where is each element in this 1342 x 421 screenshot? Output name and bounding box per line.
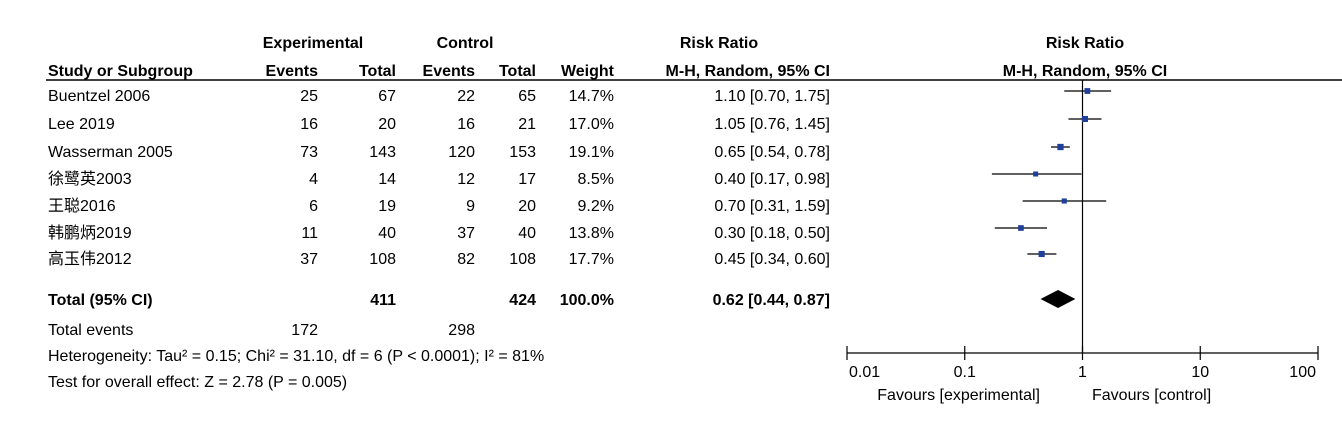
x-tick-label: 0.1 bbox=[954, 364, 976, 381]
total-events-label: Total events bbox=[48, 322, 133, 339]
header-method-plot: M-H, Random, 95% CI bbox=[1003, 63, 1167, 80]
study-name: Lee 2019 bbox=[48, 116, 115, 133]
exp-total: 19 bbox=[378, 198, 396, 215]
header-method-table: M-H, Random, 95% CI bbox=[666, 63, 830, 80]
exp-events: 73 bbox=[300, 144, 318, 161]
exp-total: 67 bbox=[378, 88, 396, 105]
total-ci-text: 0.62 [0.44, 0.87] bbox=[713, 292, 830, 309]
study-weight: 17.7% bbox=[569, 251, 614, 268]
ctl-total: 21 bbox=[518, 116, 536, 133]
favours-control-label: Favours [control] bbox=[1092, 387, 1211, 404]
ctl-total: 65 bbox=[518, 88, 536, 105]
total-weight: 100.0% bbox=[560, 292, 614, 309]
ctl-total: 108 bbox=[509, 251, 536, 268]
ctl-events: 16 bbox=[457, 116, 475, 133]
ctl-total: 20 bbox=[518, 198, 536, 215]
header-study: Study or Subgroup bbox=[48, 63, 193, 80]
study-point-estimate bbox=[1033, 171, 1039, 177]
total-ctl: 424 bbox=[509, 292, 536, 309]
total-events-exp: 172 bbox=[291, 322, 318, 339]
header-total-exp: Total bbox=[359, 63, 396, 80]
pooled-diamond bbox=[1040, 290, 1076, 308]
study-name: Wasserman 2005 bbox=[48, 144, 173, 161]
total-label: Total (95% CI) bbox=[48, 292, 153, 309]
study-ci-text: 0.45 [0.34, 0.60] bbox=[714, 251, 830, 268]
exp-events: 16 bbox=[300, 116, 318, 133]
exp-events: 25 bbox=[300, 88, 318, 105]
x-tick-label: 10 bbox=[1191, 364, 1209, 381]
study-ci-text: 1.05 [0.76, 1.45] bbox=[714, 116, 830, 133]
exp-total: 14 bbox=[378, 171, 396, 188]
total-events-ctl: 298 bbox=[448, 322, 475, 339]
ctl-total: 40 bbox=[518, 225, 536, 242]
study-weight: 9.2% bbox=[578, 198, 614, 215]
study-point-estimate bbox=[1061, 198, 1067, 204]
header-weight: Weight bbox=[561, 63, 615, 80]
study-weight: 13.8% bbox=[569, 225, 614, 242]
favours-experimental-label: Favours [experimental] bbox=[877, 387, 1040, 404]
x-tick-label: 0.01 bbox=[849, 364, 880, 381]
study-weight: 14.7% bbox=[569, 88, 614, 105]
study-ci-text: 0.70 [0.31, 1.59] bbox=[714, 198, 830, 215]
study-name: Buentzel 2006 bbox=[48, 88, 150, 105]
total-exp: 411 bbox=[370, 292, 396, 309]
header-risk-ratio-table: Risk Ratio bbox=[680, 35, 758, 52]
heterogeneity-text: Heterogeneity: Tau² = 0.15; Chi² = 31.10… bbox=[48, 348, 544, 365]
study-ci-text: 0.65 [0.54, 0.78] bbox=[714, 144, 830, 161]
x-tick-label: 100 bbox=[1289, 364, 1316, 381]
forest-plot-area: 0.01 0.1 1 10 100 bbox=[846, 80, 1319, 381]
exp-events: 6 bbox=[309, 198, 318, 215]
overall-effect-text: Test for overall effect: Z = 2.78 (P = 0… bbox=[48, 374, 347, 391]
ctl-events: 37 bbox=[457, 225, 475, 242]
header-control: Control bbox=[437, 35, 494, 52]
header-experimental: Experimental bbox=[263, 35, 363, 52]
exp-total: 40 bbox=[378, 225, 396, 242]
study-ci-text: 0.30 [0.18, 0.50] bbox=[714, 225, 830, 242]
study-name: 徐鹭英2003 bbox=[48, 170, 132, 188]
study-ci-text: 1.10 [0.70, 1.75] bbox=[714, 88, 830, 105]
header-events-ctl: Events bbox=[423, 63, 476, 80]
study-point-estimate bbox=[1057, 143, 1064, 151]
header-risk-ratio-plot: Risk Ratio bbox=[1046, 35, 1124, 52]
study-weight: 17.0% bbox=[569, 116, 614, 133]
study-rows: Buentzel 2006 25 67 22 65 14.7% 1.10 [0.… bbox=[48, 88, 830, 268]
exp-events: 4 bbox=[309, 171, 318, 188]
study-name: 王聪2016 bbox=[48, 197, 116, 215]
study-point-estimate bbox=[1081, 115, 1089, 123]
exp-events: 37 bbox=[300, 251, 318, 268]
exp-total: 108 bbox=[369, 251, 396, 268]
exp-total: 143 bbox=[369, 144, 396, 161]
study-point-estimate bbox=[1084, 88, 1091, 94]
study-point-estimate bbox=[1038, 250, 1045, 258]
exp-events: 11 bbox=[301, 225, 318, 242]
study-name: 韩鹏炳2019 bbox=[48, 224, 132, 242]
study-point-estimate bbox=[1018, 225, 1024, 231]
ctl-total: 17 bbox=[518, 171, 536, 188]
header-events-exp: Events bbox=[266, 63, 319, 80]
exp-total: 20 bbox=[378, 116, 396, 133]
ctl-events: 12 bbox=[457, 171, 475, 188]
study-weight: 8.5% bbox=[578, 171, 614, 188]
study-name: 高玉伟2012 bbox=[48, 250, 132, 268]
ctl-events: 22 bbox=[457, 88, 475, 105]
study-ci-text: 0.40 [0.17, 0.98] bbox=[714, 171, 830, 188]
ctl-events: 120 bbox=[448, 144, 475, 161]
ctl-events: 82 bbox=[457, 251, 475, 268]
ctl-events: 9 bbox=[466, 198, 475, 215]
study-weight: 19.1% bbox=[569, 144, 614, 161]
ctl-total: 153 bbox=[509, 144, 536, 161]
x-tick-label: 1 bbox=[1078, 364, 1087, 381]
header-total-ctl: Total bbox=[499, 63, 536, 80]
